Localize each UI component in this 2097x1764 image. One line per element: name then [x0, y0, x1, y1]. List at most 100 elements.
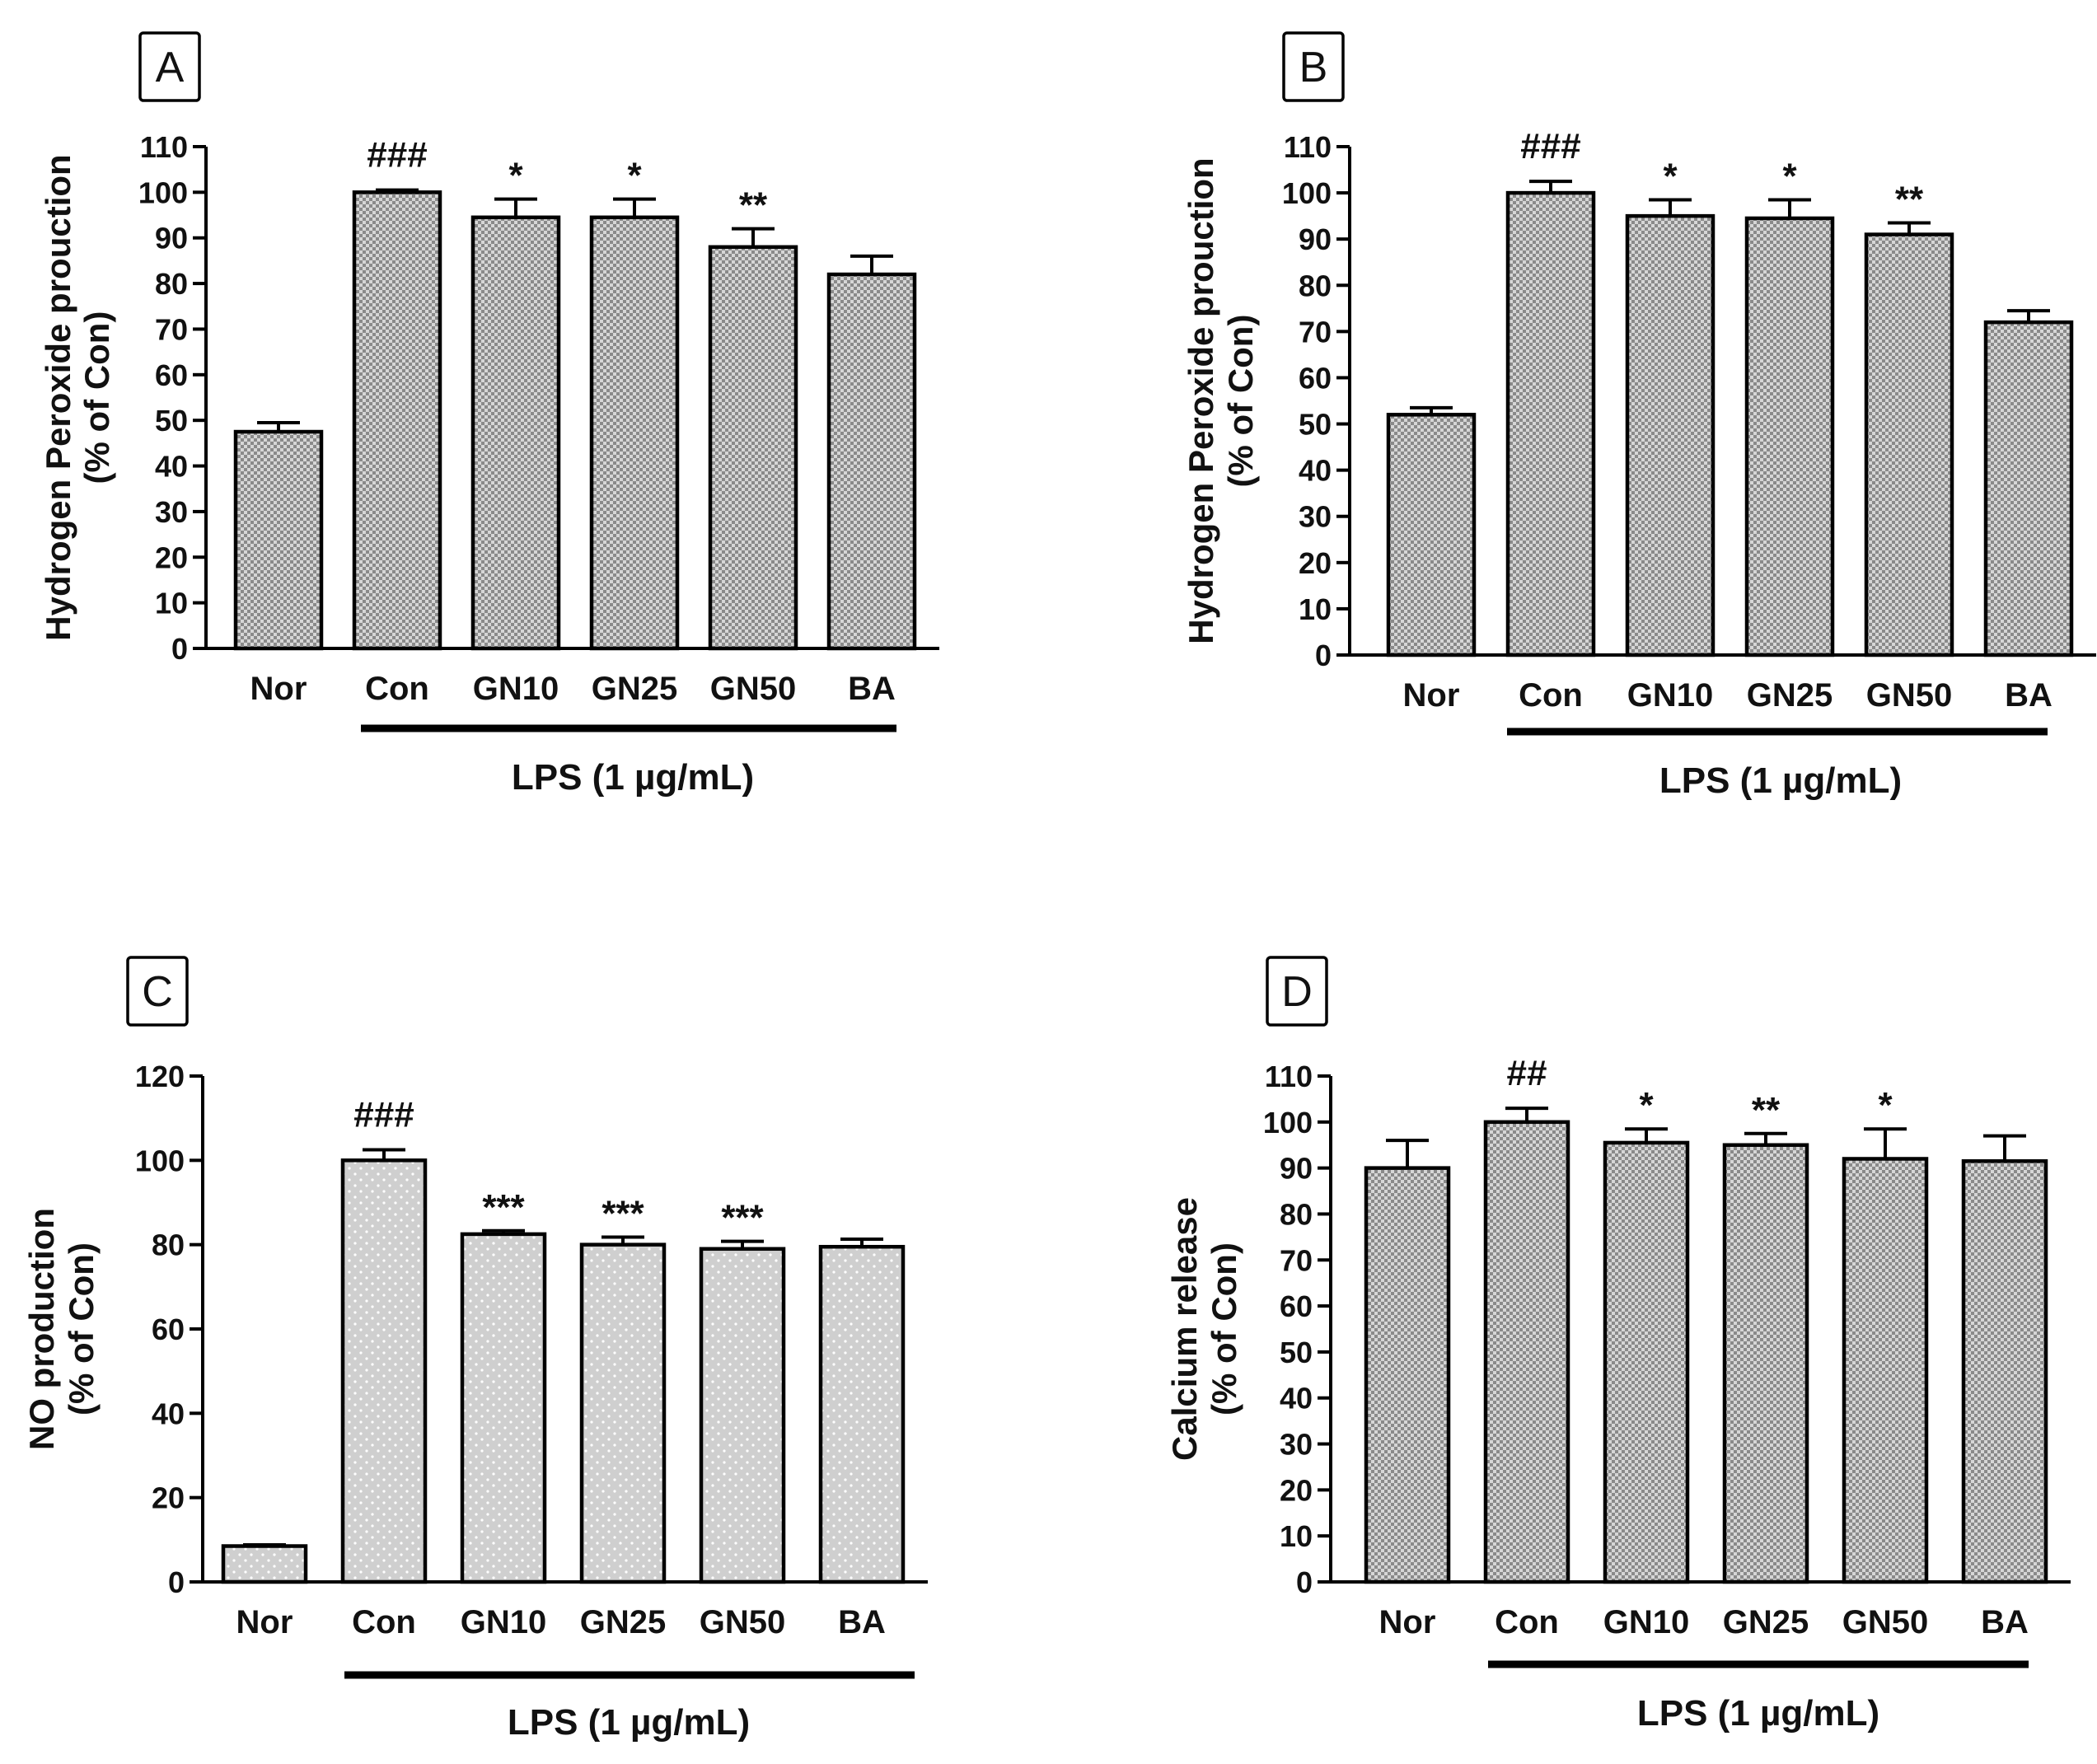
- y-tick-label: 90: [1299, 222, 1332, 256]
- panel-letter-box: [1282, 31, 1345, 102]
- y-tick-label: 100: [138, 175, 188, 209]
- significance-asterisk: **: [1752, 1090, 1781, 1130]
- x-tick-label: Con: [1519, 677, 1583, 714]
- group-label: LPS (1 µg/mL): [1637, 1693, 1879, 1734]
- y-tick-label: 60: [1280, 1289, 1313, 1323]
- y-axis-label: (% of Con): [1205, 1242, 1243, 1415]
- y-tick-label: 30: [1280, 1428, 1313, 1462]
- x-tick-label: BA: [848, 671, 896, 707]
- x-tick-label: Nor: [1379, 1604, 1436, 1640]
- panel-d: D 0 10 20 30 40 50 60 70 80 90 100 110 Calcium releas…: [1165, 956, 2071, 1734]
- y-tick-label: 110: [1265, 1060, 1313, 1093]
- panel-letter-box: [126, 956, 189, 1027]
- y-axis-label: (% of Con): [77, 311, 116, 484]
- x-tick-label: GN25: [580, 1604, 667, 1640]
- y-tick-label: 20: [1299, 546, 1332, 580]
- y-tick-label: 90: [155, 222, 188, 255]
- bar-gn50: [1842, 1157, 1929, 1584]
- y-tick-label: 100: [1263, 1106, 1313, 1139]
- significance-hash: ##: [1507, 1053, 1547, 1093]
- y-tick-label: 70: [155, 312, 188, 346]
- panel-letter: A: [156, 44, 185, 91]
- y-tick-label: 20: [155, 540, 188, 574]
- x-tick-label: Con: [365, 671, 429, 707]
- y-tick-label: 30: [155, 495, 188, 529]
- bar-con: [1505, 190, 1596, 657]
- x-tick-label: GN10: [461, 1604, 547, 1640]
- y-tick-label: 20: [152, 1481, 185, 1515]
- y-axis-label: NO production: [22, 1208, 61, 1450]
- panel-c: C 0 20 40 60 80 100 120 NO production (% of Con) N…: [22, 956, 928, 1743]
- y-tick-label: 10: [155, 587, 188, 620]
- significance-asterisk: **: [1895, 180, 1924, 220]
- bar-con: [340, 1158, 428, 1584]
- y-axis-label: Hydrogen Peroxide prouction: [39, 154, 77, 640]
- y-tick-label: 40: [155, 450, 188, 484]
- y-tick-label: 70: [1280, 1243, 1313, 1277]
- bar-gn25: [589, 215, 680, 651]
- y-tick-label: 40: [1299, 454, 1332, 488]
- panel-letter: C: [142, 968, 173, 1016]
- bar-gn10: [460, 1232, 547, 1584]
- panel-letter-box: [138, 31, 201, 102]
- panel-b: B 0 10 20 30 40 50 60 70 80 90 100 110 Hydrogen Perox…: [1182, 31, 2096, 801]
- y-tick-label: 20: [1280, 1473, 1313, 1507]
- y-tick-label: 10: [1280, 1519, 1313, 1553]
- group-label: LPS (1 µg/mL): [508, 1702, 750, 1743]
- significance-asterisk: ***: [482, 1187, 525, 1228]
- bar-gn50: [708, 245, 798, 651]
- y-tick-label: 120: [135, 1060, 185, 1093]
- bar-gn10: [1625, 213, 1716, 657]
- y-tick-label: 10: [1299, 592, 1332, 626]
- significance-hash: ###: [367, 135, 427, 175]
- bar-gn25: [1744, 216, 1835, 657]
- x-tick-label: BA: [1981, 1604, 2029, 1640]
- y-tick-label: 30: [1299, 500, 1332, 534]
- y-axis-label: (% of Con): [62, 1242, 101, 1415]
- y-tick-label: 40: [152, 1397, 185, 1430]
- x-tick-label: BA: [838, 1604, 886, 1640]
- y-tick-label: 50: [1280, 1336, 1313, 1369]
- x-tick-label: GN25: [1747, 677, 1833, 714]
- y-tick-label: 80: [1299, 269, 1332, 302]
- bar-nor: [233, 429, 324, 651]
- x-tick-label: GN25: [1723, 1604, 1809, 1640]
- significance-asterisk: ***: [721, 1198, 764, 1238]
- bar-ba: [826, 272, 917, 651]
- x-tick-label: Nor: [250, 671, 307, 707]
- bar-gn10: [470, 215, 561, 651]
- x-tick-label: GN50: [1842, 1604, 1929, 1640]
- group-label: LPS (1 µg/mL): [512, 757, 754, 798]
- bar-con: [352, 190, 442, 651]
- bar-nor: [1386, 413, 1477, 657]
- x-tick-label: Nor: [1403, 677, 1460, 714]
- y-tick-label: 0: [171, 632, 188, 666]
- bar-ba: [818, 1244, 906, 1584]
- x-tick-label: GN50: [1866, 677, 1953, 714]
- y-tick-label: 80: [1280, 1197, 1313, 1231]
- y-tick-label: 70: [1299, 315, 1332, 349]
- x-tick-label: GN10: [1603, 1604, 1690, 1640]
- y-tick-label: 50: [155, 404, 188, 437]
- significance-hash: ###: [353, 1095, 414, 1135]
- y-tick-label: 60: [155, 358, 188, 392]
- x-tick-label: GN50: [700, 1604, 786, 1640]
- y-tick-label: 0: [1315, 639, 1332, 672]
- bar-nor: [1364, 1166, 1451, 1584]
- significance-asterisk: *: [1639, 1085, 1654, 1125]
- y-tick-label: 110: [1284, 130, 1332, 164]
- panel-letter: D: [1281, 968, 1313, 1016]
- x-tick-label: Nor: [236, 1604, 293, 1640]
- y-tick-label: 80: [152, 1228, 185, 1262]
- x-tick-label: GN10: [1627, 677, 1714, 714]
- significance-asterisk: *: [1663, 157, 1678, 197]
- x-tick-label: GN50: [710, 671, 797, 707]
- y-tick-label: 40: [1280, 1382, 1313, 1415]
- bar-con: [1483, 1120, 1570, 1584]
- panel-a: A 0 10 20 30 40 50 60 70 80 90 100 110 Hydrogen Perox…: [39, 31, 939, 798]
- y-tick-label: 80: [155, 267, 188, 301]
- significance-asterisk: *: [1878, 1085, 1893, 1125]
- y-axis-label: Hydrogen Peroxide prouction: [1182, 157, 1220, 643]
- significance-asterisk: *: [627, 156, 642, 196]
